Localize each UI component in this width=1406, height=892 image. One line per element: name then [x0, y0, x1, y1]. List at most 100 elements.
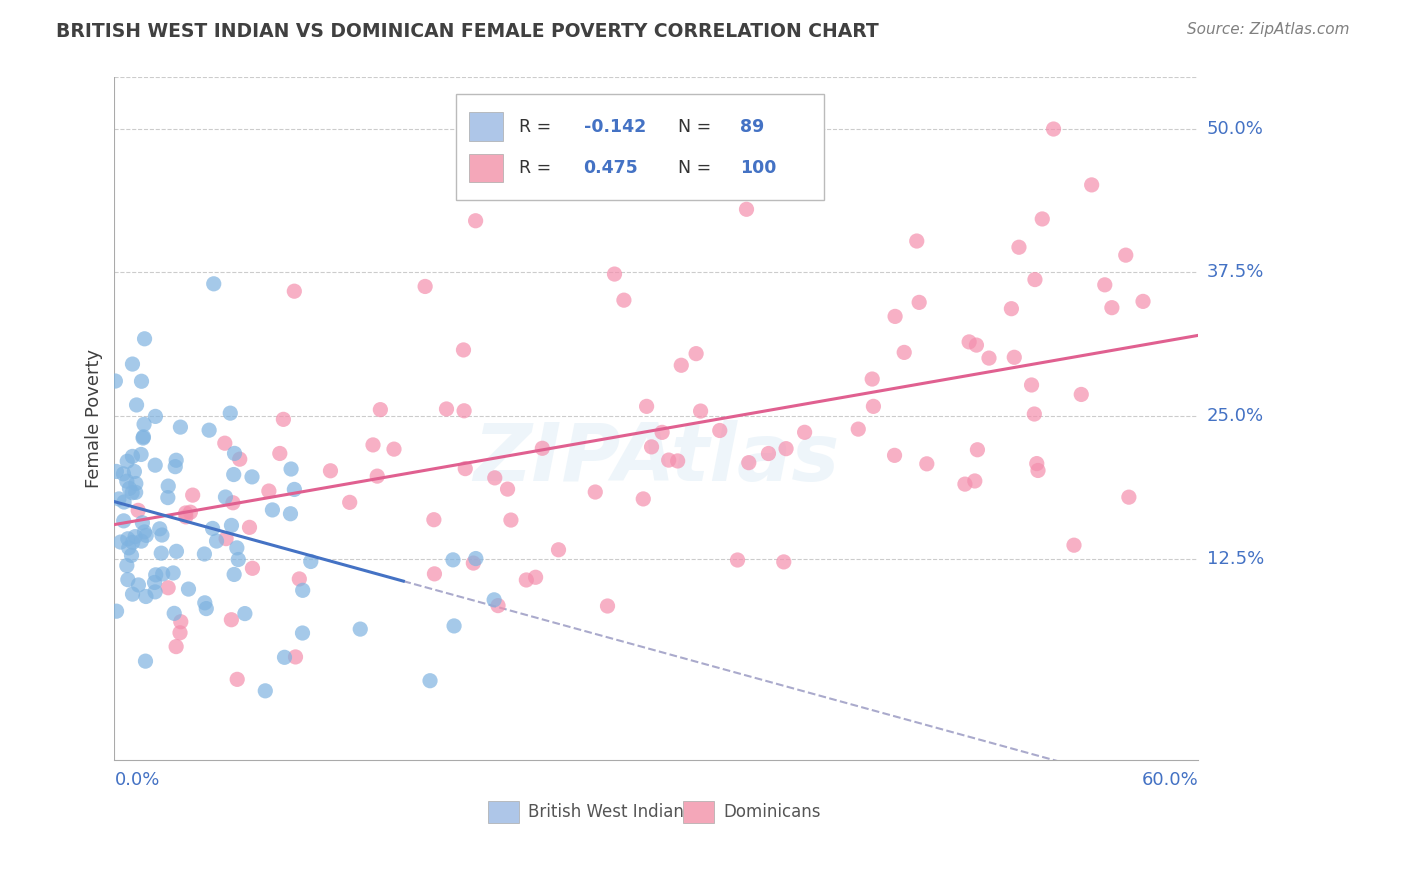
Point — [1101, 301, 1123, 315]
Point — [156, 491, 179, 505]
Point — [242, 561, 264, 575]
FancyBboxPatch shape — [683, 801, 714, 823]
Point — [221, 518, 243, 533]
Point — [366, 469, 388, 483]
Point — [193, 547, 215, 561]
Point — [179, 505, 201, 519]
Point — [884, 310, 907, 324]
Point — [115, 474, 138, 488]
Point — [349, 622, 371, 636]
Point — [1118, 490, 1140, 504]
Point — [157, 479, 180, 493]
Point — [339, 495, 361, 509]
Point — [515, 573, 537, 587]
Point — [254, 683, 277, 698]
Point — [1080, 178, 1102, 192]
Point — [110, 535, 132, 549]
Text: R =: R = — [519, 159, 557, 178]
Point — [229, 452, 252, 467]
Point — [177, 582, 200, 596]
Point — [132, 417, 155, 432]
Text: 50.0%: 50.0% — [1206, 120, 1264, 138]
Point — [291, 626, 314, 640]
Point — [666, 454, 689, 468]
Text: N =: N = — [678, 118, 717, 136]
Point — [143, 458, 166, 472]
Point — [284, 649, 307, 664]
Point — [636, 400, 658, 414]
Point — [121, 357, 143, 371]
Point — [1070, 387, 1092, 401]
Point — [169, 625, 191, 640]
Point — [117, 573, 139, 587]
Text: 37.5%: 37.5% — [1206, 263, 1264, 281]
Point — [224, 567, 246, 582]
Text: 12.5%: 12.5% — [1206, 550, 1264, 568]
Point — [291, 583, 314, 598]
Point — [772, 555, 794, 569]
Point — [443, 619, 465, 633]
Point — [1008, 240, 1031, 254]
Point — [124, 485, 146, 500]
Point — [658, 453, 681, 467]
Point — [486, 599, 509, 613]
Point — [125, 398, 148, 412]
Point — [174, 506, 197, 520]
Point — [117, 532, 139, 546]
Point — [262, 503, 284, 517]
Point — [165, 544, 187, 558]
Point — [127, 578, 149, 592]
Point — [273, 412, 295, 426]
Point — [957, 334, 980, 349]
Text: Source: ZipAtlas.com: Source: ZipAtlas.com — [1187, 22, 1350, 37]
Point — [524, 570, 547, 584]
Point — [547, 542, 569, 557]
Text: 89: 89 — [740, 118, 763, 136]
FancyBboxPatch shape — [456, 95, 824, 200]
Point — [162, 566, 184, 580]
Point — [222, 496, 245, 510]
Point — [283, 483, 305, 497]
Point — [454, 461, 477, 475]
Point — [150, 528, 173, 542]
Point — [112, 467, 135, 481]
Point — [104, 374, 127, 388]
Point — [423, 513, 446, 527]
Point — [893, 345, 915, 359]
Point — [115, 558, 138, 573]
Point — [132, 431, 155, 445]
Point — [1063, 538, 1085, 552]
Point — [219, 406, 242, 420]
Point — [127, 503, 149, 517]
Text: R =: R = — [519, 118, 557, 136]
Point — [419, 673, 441, 688]
Point — [1000, 301, 1022, 316]
Point — [134, 654, 156, 668]
Point — [233, 607, 256, 621]
Point — [953, 477, 976, 491]
Point — [224, 446, 246, 460]
Point — [382, 442, 405, 457]
Point — [1021, 378, 1043, 392]
Point — [453, 404, 475, 418]
Point — [596, 599, 619, 613]
Point — [633, 491, 655, 506]
Point — [671, 358, 693, 372]
Point — [640, 440, 662, 454]
Y-axis label: Female Poverty: Female Poverty — [86, 349, 103, 488]
Point — [1042, 122, 1064, 136]
Text: British West Indians: British West Indians — [529, 803, 693, 822]
Point — [963, 474, 986, 488]
Point — [735, 202, 758, 217]
Point — [651, 425, 673, 440]
Point — [181, 488, 204, 502]
Point — [464, 551, 486, 566]
Point — [257, 483, 280, 498]
Point — [499, 513, 522, 527]
Point — [152, 566, 174, 581]
Point — [240, 470, 263, 484]
Point — [273, 650, 295, 665]
Point — [165, 459, 187, 474]
Point — [214, 490, 236, 504]
Point — [531, 442, 554, 456]
